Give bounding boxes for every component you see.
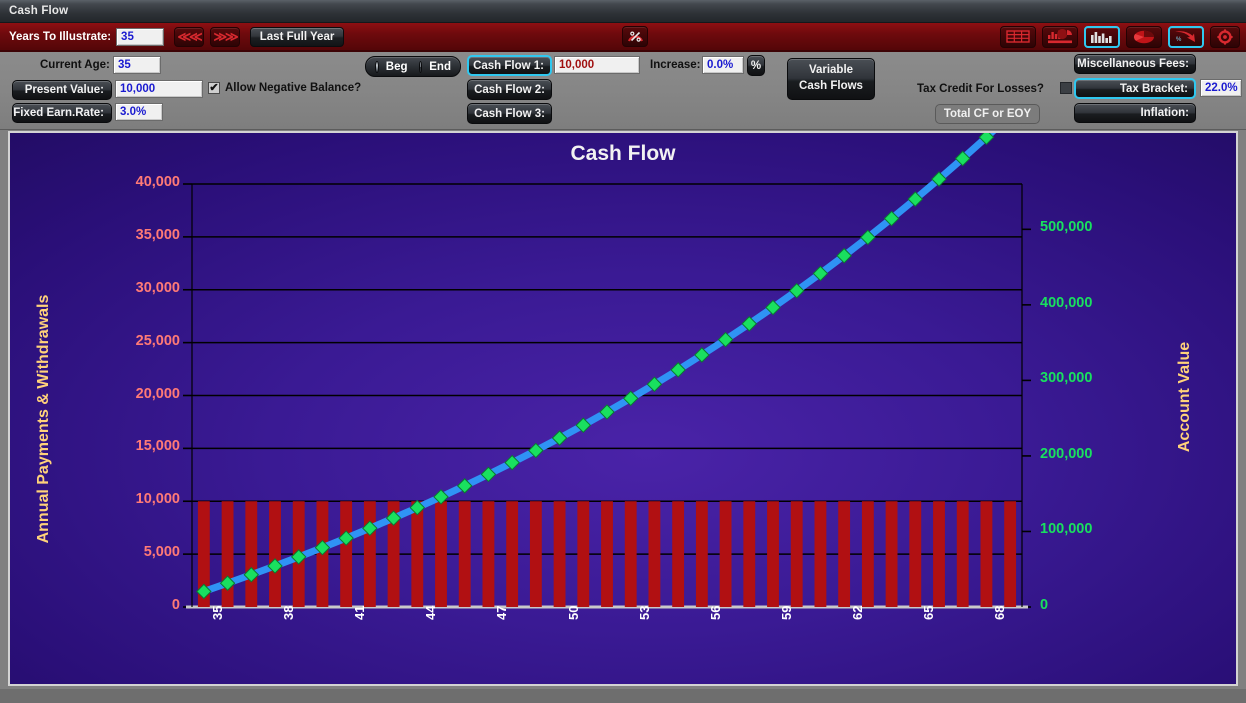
tax-bracket-input[interactable]: 22.0% xyxy=(1200,79,1242,97)
x-axis-tick-label: 41 xyxy=(352,605,368,620)
svg-text:%: % xyxy=(1176,37,1182,43)
left-axis-tick-label: 25,000 xyxy=(135,332,180,349)
bar-chart-icon xyxy=(1090,31,1112,43)
view-mode-icon-group: % xyxy=(1000,25,1240,48)
chart-title: Cash Flow xyxy=(570,142,676,165)
cash-flow-3-button[interactable]: Cash Flow 3: xyxy=(467,103,552,124)
pie-chart-icon xyxy=(1133,30,1154,44)
x-axis-tick-label: 35 xyxy=(209,605,225,620)
x-axis-tick-label: 44 xyxy=(423,605,439,620)
window-title-bar: Cash Flow xyxy=(0,0,1246,23)
present-value-input[interactable]: 10,000 xyxy=(115,80,203,98)
x-axis-tick-label: 38 xyxy=(281,605,296,620)
bar-pie-report-icon xyxy=(1048,29,1072,44)
pie-chart-button[interactable] xyxy=(1126,25,1162,48)
present-value-button[interactable]: Present Value: xyxy=(12,80,112,100)
percent-gauge-icon xyxy=(627,30,643,42)
double-chevron-right-icon: ≫≫ xyxy=(213,28,238,44)
left-axis-tick-label: 10,000 xyxy=(135,491,180,508)
current-age-label: Current Age: xyxy=(40,59,110,71)
end-label: End xyxy=(429,60,451,73)
left-axis-tick-label: 35,000 xyxy=(135,226,180,243)
table-grid-button[interactable] xyxy=(1000,25,1036,48)
fixed-earn-rate-input[interactable]: 3.0% xyxy=(115,103,163,121)
left-axis-tick-label: 20,000 xyxy=(135,385,180,402)
status-bar xyxy=(0,689,1246,703)
right-axis-tick-label: 400,000 xyxy=(1040,294,1093,311)
flow-arrow-icon: % xyxy=(1175,31,1195,43)
double-chevron-left-icon: ≪≪ xyxy=(177,28,202,44)
flow-arrow-button[interactable]: % xyxy=(1168,25,1204,48)
left-axis-tick-label: 5,000 xyxy=(143,544,180,561)
variable-cash-flows-line1: Variable xyxy=(808,64,854,77)
top-toolbar: Years To Illustrate: 35 ≪≪ ≫≫ Last Full … xyxy=(0,23,1246,52)
x-axis-tick-label: 53 xyxy=(636,605,652,620)
x-axis-tick-label: 50 xyxy=(565,605,581,620)
chart-plot-area xyxy=(183,133,1031,609)
tax-credit-label: Tax Credit For Losses? xyxy=(917,83,1044,95)
bar-chart-button[interactable] xyxy=(1084,25,1120,48)
beg-radio[interactable] xyxy=(375,60,379,73)
beg-label: Beg xyxy=(385,60,408,73)
tax-credit-checkbox[interactable] xyxy=(1060,82,1072,94)
parameters-panel: Current Age: 35 Present Value: 10,000 Fi… xyxy=(0,52,1246,130)
increase-percent-toggle[interactable]: % xyxy=(747,55,765,76)
right-axis-tick-label: 200,000 xyxy=(1040,445,1093,462)
right-axis-tick-label: 100,000 xyxy=(1040,521,1093,538)
left-axis-tick-label: 15,000 xyxy=(135,438,180,455)
left-axis-tick-label: 40,000 xyxy=(135,174,180,190)
years-to-illustrate-label: Years To Illustrate: xyxy=(9,30,112,43)
left-axis-title: Annual Payments & Withdrawals xyxy=(35,294,52,544)
left-axis-tick-label: 30,000 xyxy=(135,279,180,296)
allow-negative-balance-row[interactable]: ✔ Allow Negative Balance? xyxy=(208,82,361,94)
cash-flow-chart: Cash Flow Annual Payments & Withdrawals … xyxy=(8,131,1238,686)
total-cf-or-eoy-button[interactable]: Total CF or EOY xyxy=(935,104,1040,124)
tax-bracket-button[interactable]: Tax Bracket: xyxy=(1074,78,1196,99)
increase-input[interactable]: 0.0% xyxy=(702,56,744,74)
right-axis-title: Account Value xyxy=(1176,341,1193,453)
variable-cash-flows-line2: Cash Flows xyxy=(799,80,863,92)
x-axis-tick-label: 59 xyxy=(779,605,794,620)
variable-cash-flows-button[interactable]: Variable Cash Flows xyxy=(787,58,875,100)
right-axis-tick-label: 0 xyxy=(1040,597,1049,613)
x-axis-tick-label: 56 xyxy=(707,605,723,620)
gear-icon xyxy=(1217,28,1233,45)
settings-button[interactable] xyxy=(1210,25,1240,48)
cash-flow-1-button[interactable]: Cash Flow 1: xyxy=(467,55,552,76)
left-axis-tick-label: 0 xyxy=(171,597,180,613)
x-axis-tick-label: 62 xyxy=(850,605,866,620)
right-axis-tick-label: 500,000 xyxy=(1040,219,1093,236)
table-grid-icon xyxy=(1006,30,1030,43)
fixed-earn-rate-button[interactable]: Fixed Earn.Rate: xyxy=(12,103,112,123)
end-radio[interactable] xyxy=(418,60,423,73)
cash-flow-2-button[interactable]: Cash Flow 2: xyxy=(467,79,552,100)
increase-label: Increase: xyxy=(650,59,701,71)
inflation-button[interactable]: Inflation: xyxy=(1074,103,1196,123)
years-to-illustrate-input[interactable]: 35 xyxy=(116,27,165,46)
last-full-year-button[interactable]: Last Full Year xyxy=(250,26,345,47)
x-axis-tick-label: 68 xyxy=(992,605,1008,620)
x-axis-tick-label: 47 xyxy=(494,605,510,620)
prev-button[interactable]: ≪≪ xyxy=(174,26,205,47)
next-button[interactable]: ≫≫ xyxy=(210,26,241,47)
current-age-input[interactable]: 35 xyxy=(113,56,161,74)
miscellaneous-fees-button[interactable]: Miscellaneous Fees: xyxy=(1074,54,1196,74)
timing-radio-group[interactable]: Beg End xyxy=(365,56,461,77)
bar-pie-report-button[interactable] xyxy=(1042,25,1078,48)
x-axis-tick-label: 65 xyxy=(921,605,937,620)
percent-gauge-button[interactable] xyxy=(622,26,648,47)
allow-negative-balance-label: Allow Negative Balance? xyxy=(225,82,362,94)
right-axis-tick-label: 300,000 xyxy=(1040,370,1093,387)
allow-negative-balance-checkbox[interactable]: ✔ xyxy=(208,81,220,94)
cash-flow-1-input[interactable]: 10,000 xyxy=(554,56,640,74)
window-title: Cash Flow xyxy=(9,5,69,17)
